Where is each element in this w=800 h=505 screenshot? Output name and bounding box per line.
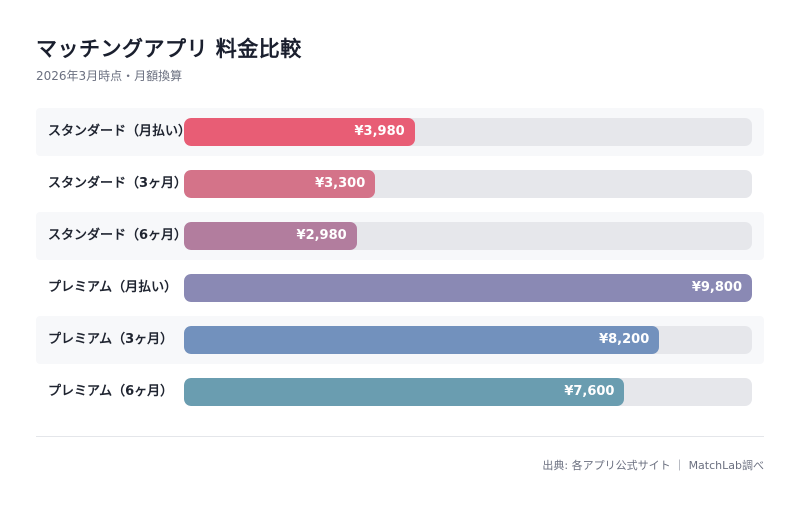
bar-track: ¥3,980 [184,118,752,146]
footer-divider [36,436,764,437]
bar-value-label: ¥8,200 [599,332,650,347]
bar-track: ¥2,980 [184,222,752,250]
bar-row: プレミアム（3ヶ月） ¥8,200 [36,316,764,364]
category-label: プレミアム（6ヶ月） [48,384,174,399]
chart-subtitle: 2026年3月時点・月額換算 [36,69,183,83]
category-label: プレミアム（月払い） [48,280,178,295]
bar-value-label: ¥2,980 [296,228,347,243]
bar-row: スタンダード（3ヶ月） ¥3,300 [36,160,764,208]
bar-value-label: ¥3,300 [315,176,366,191]
category-label: スタンダード（6ヶ月） [48,228,184,243]
bar: ¥2,980 [184,222,357,250]
bar-value-label: ¥9,800 [691,280,742,295]
bar-row: プレミアム（月払い） ¥9,800 [36,264,764,312]
bar-track: ¥9,800 [184,274,752,302]
category-label: スタンダード（月払い） [48,124,184,139]
bar-row: スタンダード（月払い） ¥3,980 [36,108,764,156]
bar: ¥3,300 [184,170,376,198]
bar: ¥7,600 [184,378,625,406]
bar: ¥8,200 [184,326,660,354]
bar-chart: スタンダード（月払い） ¥3,980 スタンダード（3ヶ月） ¥3,300 スタンダード… [36,108,764,420]
bar-track: ¥8,200 [184,326,752,354]
bar-row: スタンダード（6ヶ月） ¥2,980 [36,212,764,260]
category-label: スタンダード（3ヶ月） [48,176,184,191]
source-note: 出典: 各アプリ公式サイト ｜ MatchLab調べ [542,459,764,472]
bar-value-label: ¥7,600 [564,384,615,399]
chart-title: マッチングアプリ 料金比較 [36,37,302,61]
category-label: プレミアム（3ヶ月） [48,332,174,347]
bar-value-label: ¥3,980 [354,124,405,139]
bar: ¥3,980 [184,118,415,146]
bar: ¥9,800 [184,274,752,302]
bar-track: ¥7,600 [184,378,752,406]
bar-row: プレミアム（6ヶ月） ¥7,600 [36,368,764,416]
bar-track: ¥3,300 [184,170,752,198]
